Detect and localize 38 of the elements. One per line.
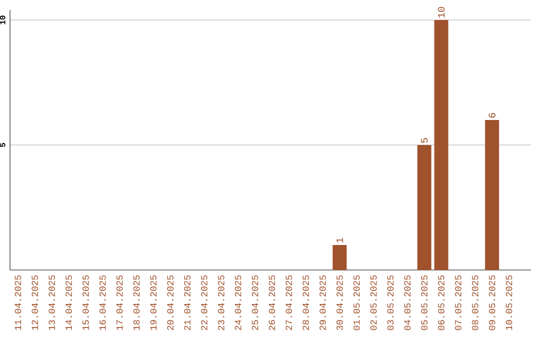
x-tick-label: 22.04.2025 [201, 275, 208, 330]
x-tick-label: 21.04.2025 [184, 275, 190, 330]
x-tick-label: 05.05.2025 [421, 275, 428, 330]
bar [417, 145, 432, 270]
x-tick-label: 25.04.2025 [252, 275, 258, 330]
data-label: 10 [438, 7, 445, 18]
x-tick-label: 15.04.2025 [82, 275, 89, 330]
x-tick-label: 07.05.2025 [455, 275, 462, 330]
x-tick-label: 17.04.2025 [116, 275, 123, 330]
x-tick-label: 28.04.2025 [302, 275, 309, 330]
x-tick-label: 01.05.2025 [353, 275, 360, 330]
x-tick-label: 03.05.2025 [387, 275, 394, 330]
x-tick-label: 02.05.2025 [370, 275, 377, 330]
x-tick-label: 09.05.2025 [488, 275, 496, 330]
x-tick-label: 11.04.2025 [14, 275, 22, 330]
x-tick-label: 26.04.2025 [268, 275, 276, 330]
x-tick-label: 20.04.2025 [167, 275, 174, 330]
x-tick-label: 23.04.2025 [218, 275, 224, 330]
x-tick-label: 14.04.2025 [66, 275, 72, 330]
x-tick-label: 27.04.2025 [286, 275, 292, 330]
x-tick-label: 04.05.2025 [404, 275, 411, 330]
bar [434, 20, 448, 270]
x-tick-label: 13.04.2025 [48, 275, 55, 330]
x-tick-label: 16.04.2025 [99, 275, 106, 330]
bar [332, 245, 347, 270]
data-label: 6 [488, 113, 496, 118]
data-label: 1 [336, 238, 343, 243]
x-tick-label: 24.04.2025 [234, 275, 242, 330]
bar [485, 120, 500, 270]
x-tick-label: 19.04.2025 [150, 275, 157, 330]
x-tick-label: 10.05.2025 [506, 275, 512, 330]
x-tick-label: 06.05.2025 [438, 275, 444, 330]
x-tick-label: 30.04.2025 [336, 275, 343, 330]
x-tick-label: 18.04.2025 [133, 275, 140, 330]
x-tick-label: 29.04.2025 [320, 275, 326, 330]
data-label: 5 [420, 138, 428, 143]
x-tick-label: 12.04.2025 [32, 275, 38, 330]
x-tick-label: 08.05.2025 [472, 275, 478, 330]
